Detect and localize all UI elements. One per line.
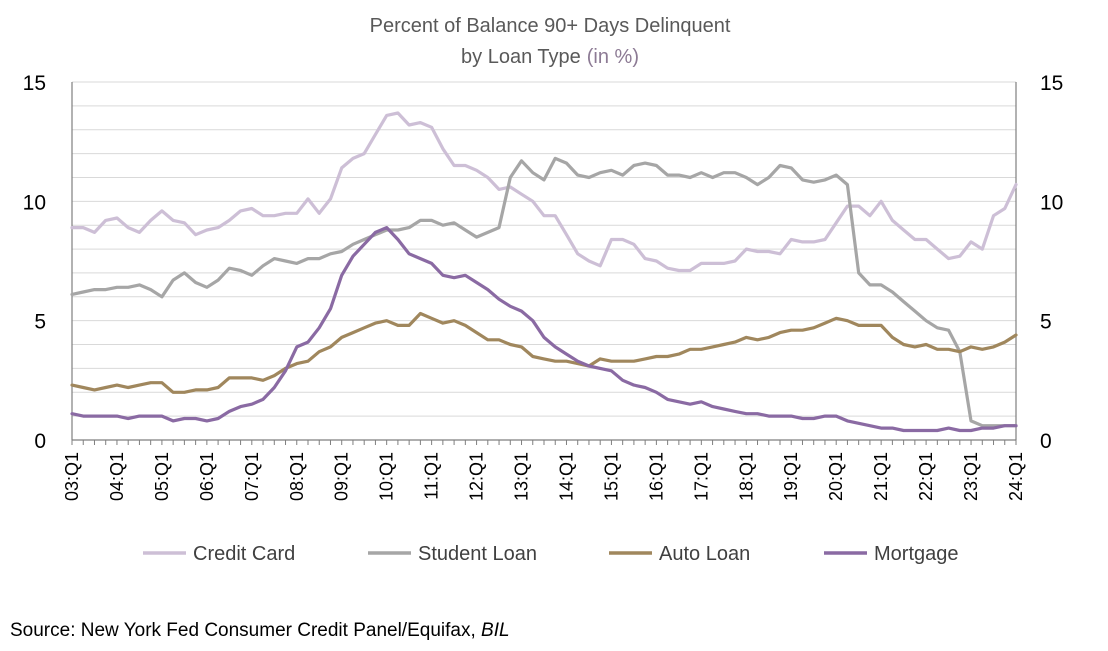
x-tick-label: 06:Q1 [197,452,217,501]
x-tick-label: 15:Q1 [601,452,621,501]
chart-title-line1: Percent of Balance 90+ Days Delinquent [370,15,731,37]
y-tick-label-left: 15 [23,72,46,95]
x-tick-label: 18:Q1 [736,452,756,501]
x-tick-label: 19:Q1 [781,452,801,501]
y-tick-label-left: 0 [34,430,46,453]
x-tick-label: 16:Q1 [646,452,666,501]
y-tick-label-right: 15 [1040,72,1063,95]
y-tick-label-right: 5 [1040,311,1052,334]
chart-title-unit: (in %) [587,46,639,68]
x-axis-ticks: 03:Q1 04:Q1 05:Q1 06:Q1 07:Q1 08:Q1 09:Q1 10:Q1… [62,452,1026,501]
x-tick-label: 10:Q1 [377,452,397,501]
chart-title: Percent of Balance 90+ Days Delinquent b… [370,15,731,68]
series-line-credit-card [70,111,1018,273]
x-tick-label: 04:Q1 [107,452,127,501]
x-tick-label: 13:Q1 [512,452,532,501]
y-tick-label-left: 5 [34,311,46,334]
y-tick-label-left: 10 [23,191,46,214]
y-tick-label-right: 0 [1040,430,1052,453]
axes [71,82,1017,445]
legend-label: Student Loan [418,543,537,565]
series-line-auto-loan [70,311,1018,394]
x-tick-label: 12:Q1 [467,452,487,501]
chart-title-line2: by Loan Type (in %) [461,46,639,68]
x-tick-label: 05:Q1 [152,452,172,501]
x-tick-label: 23:Q1 [961,452,981,501]
series-line-mortgage [70,226,1018,433]
x-tick-label: 08:Q1 [287,452,307,501]
x-tick-label: 22:Q1 [916,452,936,501]
y-tick-label-right: 10 [1040,191,1063,214]
x-tick-label: 17:Q1 [691,452,711,501]
series-line-student-loan [70,156,1018,428]
x-tick-label: 20:Q1 [826,452,846,501]
chart-title-main: by Loan Type [461,46,581,68]
x-tick-label: 03:Q1 [62,452,82,501]
source-italic: BIL [481,620,510,641]
legend-label: Auto Loan [659,543,750,565]
source-note: Source: New York Fed Consumer Credit Pan… [10,620,510,642]
x-tick-label: 09:Q1 [332,452,352,501]
x-tick-label: 21:Q1 [871,452,891,501]
legend-label: Mortgage [874,543,959,565]
x-tick-label: 07:Q1 [242,452,262,501]
series-lines [70,111,1018,433]
source-text: Source: New York Fed Consumer Credit Pan… [10,620,482,641]
gridlines [72,81,1016,417]
y-axis-left-ticks: 0 5 10 15 [23,72,46,453]
y-axis-right-ticks: 0 5 10 15 [1040,72,1063,453]
legend: Credit Card Student Loan Auto Loan Mortgage [143,543,959,565]
legend-label: Credit Card [193,543,295,565]
x-tick-label: 14:Q1 [556,452,576,501]
x-tick-label: 11:Q1 [422,452,442,500]
x-tick-label: 24:Q1 [1006,452,1026,501]
